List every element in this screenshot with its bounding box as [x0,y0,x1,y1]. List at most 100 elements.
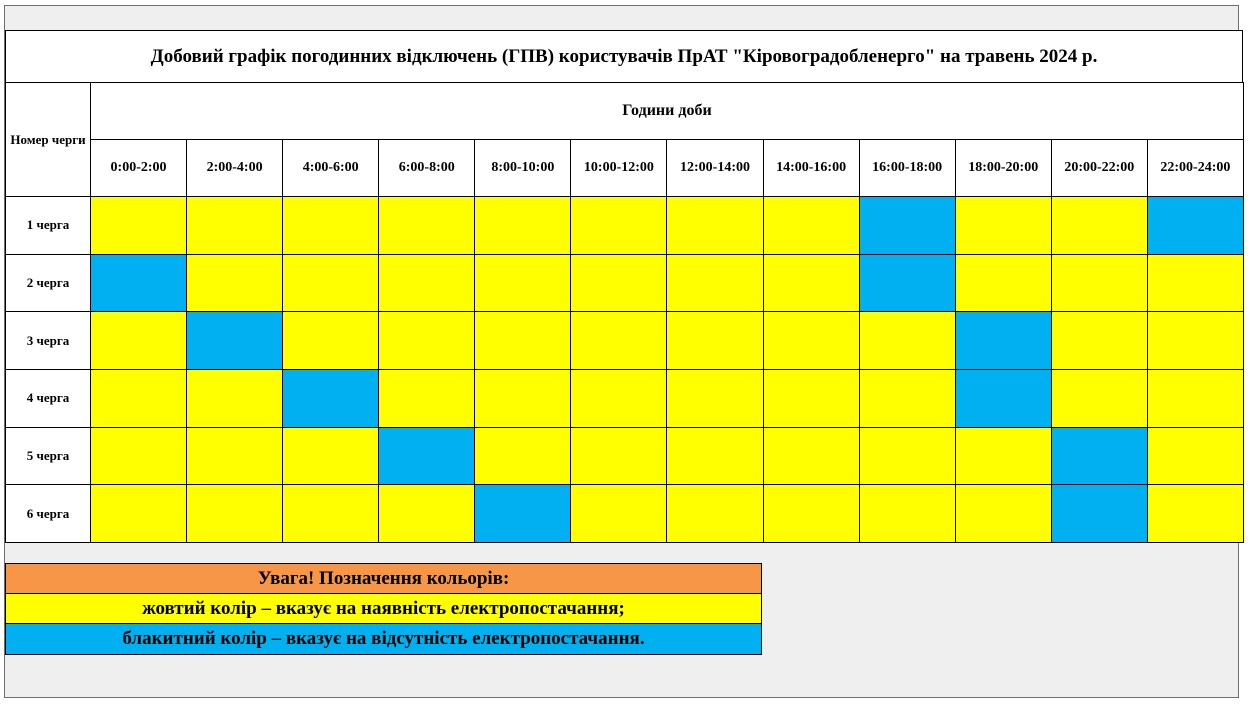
time-slot-header: 6:00-8:00 [378,139,476,197]
hours-of-day-header: Години доби [90,82,1244,140]
queue-rows: 1 черга 2 черга 3 черга 4 черга 5 черга 6 чер… [5,196,1244,543]
power-on-cell [282,253,380,313]
power-on-cell [1146,311,1244,370]
color-legend: Увага! Позначення кольорів: жовтий колір… [5,563,762,655]
power-on-cell [954,426,1052,486]
power-on-cell [762,311,860,370]
power-on-cell [570,196,668,255]
power-on-cell [570,311,668,370]
legend-blue-description: блакитний колір – вказує на відсутність … [6,624,761,654]
time-slot-header: 22:00-24:00 [1146,139,1244,197]
power-on-cell [186,196,284,255]
power-on-cell [666,253,764,313]
queue-row: 4 черга [5,368,1244,428]
power-on-cell [1050,196,1148,255]
power-on-cell [378,253,476,313]
power-on-cell [186,253,284,313]
outage-cell [954,368,1052,428]
power-on-cell [1146,484,1244,543]
outage-schedule-table: Номер черги Години доби 0:00-2:00 2:00-4:… [5,82,1244,543]
power-on-cell [1050,311,1148,370]
queue-row: 5 черга [5,426,1244,486]
power-on-cell [570,484,668,543]
power-on-cell [666,196,764,255]
power-on-cell [474,311,572,370]
queue-label: 1 черга [5,196,91,255]
power-on-cell [666,426,764,486]
power-on-cell [666,368,764,428]
power-on-cell [666,484,764,543]
power-on-cell [1050,253,1148,313]
outage-cell [89,253,188,313]
power-on-cell [282,426,380,486]
power-on-cell [378,368,476,428]
queue-number-header: Номер черги [5,82,91,197]
power-on-cell [954,253,1052,313]
power-on-cell [762,484,860,543]
queue-row: 3 черга [5,311,1244,370]
power-on-cell [1146,426,1244,486]
time-slot-header: 14:00-16:00 [762,139,860,197]
power-on-cell [570,426,668,486]
outage-cell [858,253,956,313]
outage-cell [954,311,1052,370]
outage-cell [474,484,572,543]
power-on-cell [858,484,956,543]
outage-cell [1050,426,1148,486]
power-on-cell [858,311,956,370]
queue-row: 1 черга [5,196,1244,255]
queue-label: 4 черга [5,368,91,428]
power-on-cell [186,368,284,428]
power-on-cell [474,368,572,428]
power-on-cell [89,368,188,428]
power-on-cell [89,484,188,543]
time-slot-header: 0:00-2:00 [89,139,188,197]
time-slot-header: 10:00-12:00 [570,139,668,197]
power-on-cell [954,484,1052,543]
power-on-cell [762,368,860,428]
queue-label: 6 черга [5,484,91,543]
power-on-cell [858,368,956,428]
time-slot-header-row: 0:00-2:00 2:00-4:00 4:00-6:00 6:00-8:00 8:00… [6,139,1244,197]
outage-cell [282,368,380,428]
power-on-cell [1050,368,1148,428]
power-on-cell [570,253,668,313]
power-on-cell [378,484,476,543]
time-slot-header: 18:00-20:00 [954,139,1052,197]
outage-cell [858,196,956,255]
power-on-cell [858,426,956,486]
queue-label: 5 черга [5,426,91,486]
power-on-cell [186,426,284,486]
power-on-cell [89,196,188,255]
time-slot-header: 8:00-10:00 [474,139,572,197]
outage-cell [1050,484,1148,543]
queue-label: 3 черга [5,311,91,370]
power-on-cell [282,311,380,370]
outage-cell [378,426,476,486]
queue-label: 2 черга [5,253,91,313]
outage-cell [186,311,284,370]
power-on-cell [378,196,476,255]
power-on-cell [474,253,572,313]
power-on-cell [89,426,188,486]
power-on-cell [474,196,572,255]
power-on-cell [282,196,380,255]
time-slot-header: 16:00-18:00 [858,139,956,197]
power-on-cell [474,426,572,486]
schedule-title: Добовий графік погодинних відключень (ГП… [5,30,1243,83]
power-on-cell [378,311,476,370]
power-on-cell [282,484,380,543]
power-on-cell [1146,253,1244,313]
legend-title: Увага! Позначення кольорів: [6,564,761,594]
legend-yellow-description: жовтий колір – вказує на наявність елект… [6,594,761,624]
power-on-cell [89,311,188,370]
power-on-cell [666,311,764,370]
power-on-cell [954,196,1052,255]
power-on-cell [186,484,284,543]
power-on-cell [762,196,860,255]
queue-row: 6 черга [5,484,1244,543]
power-on-cell [762,253,860,313]
queue-row: 2 черга [5,253,1244,313]
time-slot-header: 2:00-4:00 [186,139,284,197]
power-on-cell [570,368,668,428]
